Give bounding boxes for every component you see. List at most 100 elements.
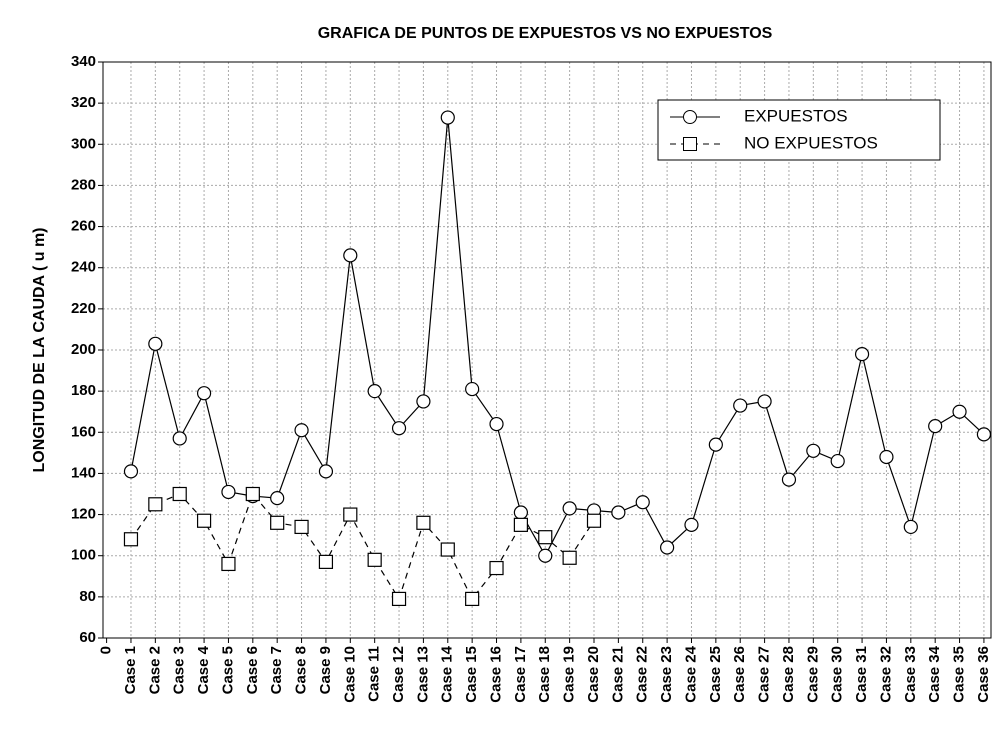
point [538,530,553,545]
point [440,110,455,125]
point [294,519,309,535]
x-tick-label: Case 25 [707,646,724,703]
y-tick-label: 180 [71,382,96,399]
point [196,513,212,528]
x-tick-label: Case 2 [146,646,163,694]
x-tick-label: Case 26 [731,646,748,703]
x-tick-label: Case 35 [951,646,968,703]
point [123,532,139,547]
legend-marker [683,137,697,151]
point [391,421,407,436]
point [270,491,285,506]
x-tick-label: Case 31 [853,646,870,703]
y-tick-label: 320 [71,94,96,111]
x-tick-label: Case 7 [268,646,285,694]
y-tick-label: 100 [71,547,96,564]
point [416,394,431,409]
point [221,484,236,500]
plot-border [102,61,992,639]
x-tick-label: Case 16 [487,646,504,703]
point [538,548,553,563]
x-tick-label: Case 6 [244,646,261,694]
y-tick-label: 200 [71,341,96,358]
y-tick-label: 120 [71,506,96,523]
point [270,515,285,530]
point [781,472,797,487]
x-tick-label: Case 28 [780,646,797,703]
x-tick-label: Case 27 [756,646,773,703]
x-tick-label: Case 36 [975,646,992,703]
point [318,554,334,569]
x-tick-label: Case 11 [366,646,383,702]
point [416,515,431,530]
point [708,437,723,452]
point [148,497,163,512]
x-tick-label: Case 18 [536,646,553,703]
point [440,542,455,557]
point [343,507,358,522]
x-tick-label: Case 22 [634,646,651,703]
point [635,495,650,510]
x-tick-label: Case 1 [122,646,139,694]
x-tick-label: 0 [98,646,115,654]
chart-title: GRAFICA DE PUNTOS DE EXPUESTOS VS NO EXP… [318,25,773,42]
x-tick-label: Case 17 [512,646,529,703]
y-tick-label: 140 [71,464,96,481]
x-tick-label: Case 14 [439,645,456,702]
point [903,519,918,535]
point [172,431,187,446]
x-tick-label: Case 20 [585,646,602,703]
y-tick-label: 280 [71,176,96,193]
x-tick-label: Case 23 [658,646,675,703]
x-tick-label: Case 24 [682,645,699,702]
point [367,384,382,399]
x-tick-label: Case 32 [877,646,894,703]
point [489,560,504,576]
point [318,464,334,479]
x-tick-label: Case 3 [171,646,188,694]
point [611,505,626,520]
x-tick-label: Case 13 [414,646,431,703]
y-tick-label: 80 [79,588,96,605]
y-tick-label: 260 [71,218,96,235]
point [757,394,772,409]
point [294,423,309,438]
legend-box [657,99,941,161]
x-tick-label: Case 30 [829,646,846,703]
x-tick-label: Case 29 [804,646,821,703]
legend-marker [683,110,697,124]
x-tick-label: Case 15 [463,646,480,703]
point [367,552,382,567]
point [562,501,577,516]
x-tick-label: Case 9 [317,646,334,694]
y-tick-label: 160 [71,423,96,440]
point [343,248,358,263]
x-tick-label: Case 33 [902,646,919,703]
point [245,486,260,502]
x-tick-label: Case 21 [609,646,626,703]
point [489,416,504,432]
point [586,513,602,528]
x-tick-label: Case 19 [561,646,578,703]
point [562,550,577,565]
point [733,398,748,413]
x-tick-label: Case 12 [390,646,407,703]
point [952,404,967,419]
point [391,591,407,607]
point [465,591,480,607]
point [196,386,212,401]
point [660,540,675,555]
y-tick-label: 300 [71,135,96,152]
y-tick-label: 340 [71,53,96,70]
point [684,517,699,532]
x-tick-label: Case 5 [219,646,236,694]
point [830,453,845,469]
x-tick-label: Case 34 [926,645,943,702]
point [148,336,163,351]
legend-label: NO EXPUESTOS [744,133,878,152]
y-axis-title: LONGITUD DE LA CAUDA ( u m) [31,227,48,472]
series-line [130,492,595,601]
point [854,347,870,362]
